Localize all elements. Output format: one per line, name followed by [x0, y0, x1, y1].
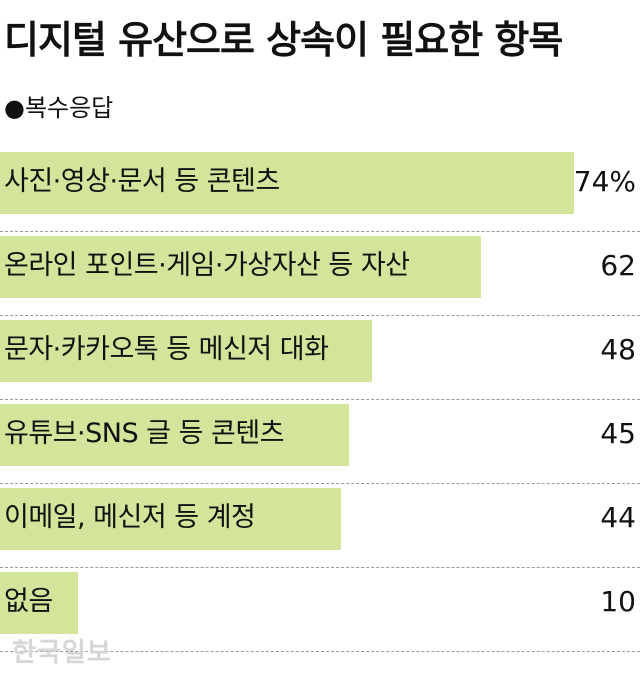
chart-subtitle: ●복수응답: [4, 94, 114, 122]
category-label: 사진·영상·문서 등 콘텐츠: [4, 166, 280, 197]
category-label: 문자·카카오톡 등 메신저 대화: [4, 334, 329, 365]
bar: [0, 320, 372, 382]
bar-row: 유튜브·SNS 글 등 콘텐츠 45: [0, 400, 640, 484]
bar: [0, 152, 574, 214]
category-label: 온라인 포인트·게임·가상자산 등 자산: [4, 250, 410, 281]
row-divider: [0, 567, 640, 568]
bar: [0, 236, 481, 298]
bar-row: 이메일, 메신저 등 계정 44: [0, 484, 640, 568]
bar-row: 문자·카카오톡 등 메신저 대화 48: [0, 316, 640, 400]
category-label: 없음: [4, 586, 53, 617]
value-label: 45: [600, 417, 636, 450]
value-label: 10: [600, 585, 636, 618]
value-label: 62: [600, 249, 636, 282]
source-logo: 한국일보: [12, 638, 112, 668]
bar-row: 온라인 포인트·게임·가상자산 등 자산 62: [0, 232, 640, 316]
category-label: 유튜브·SNS 글 등 콘텐츠: [4, 418, 285, 449]
bar: [0, 488, 341, 550]
value-label: 44: [600, 501, 636, 534]
bar-row: 사진·영상·문서 등 콘텐츠 74%: [0, 148, 640, 232]
bar: [0, 572, 78, 634]
bar: [0, 404, 349, 466]
bar-row: 없음 10: [0, 568, 640, 652]
row-divider: [0, 315, 640, 316]
value-label: 74%: [573, 165, 636, 198]
chart-title: 디지털 유산으로 상속이 필요한 항목: [4, 18, 563, 62]
bar-chart: 사진·영상·문서 등 콘텐츠 74% 온라인 포인트·게임·가상자산 등 자산 62 문…: [0, 148, 640, 652]
value-label: 48: [600, 333, 636, 366]
row-divider: [0, 483, 640, 484]
row-divider: [0, 231, 640, 232]
category-label: 이메일, 메신저 등 계정: [4, 502, 256, 533]
row-divider: [0, 651, 640, 652]
row-divider: [0, 399, 640, 400]
